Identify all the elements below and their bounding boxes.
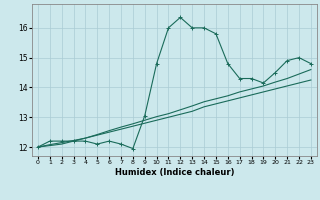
X-axis label: Humidex (Indice chaleur): Humidex (Indice chaleur)	[115, 168, 234, 177]
